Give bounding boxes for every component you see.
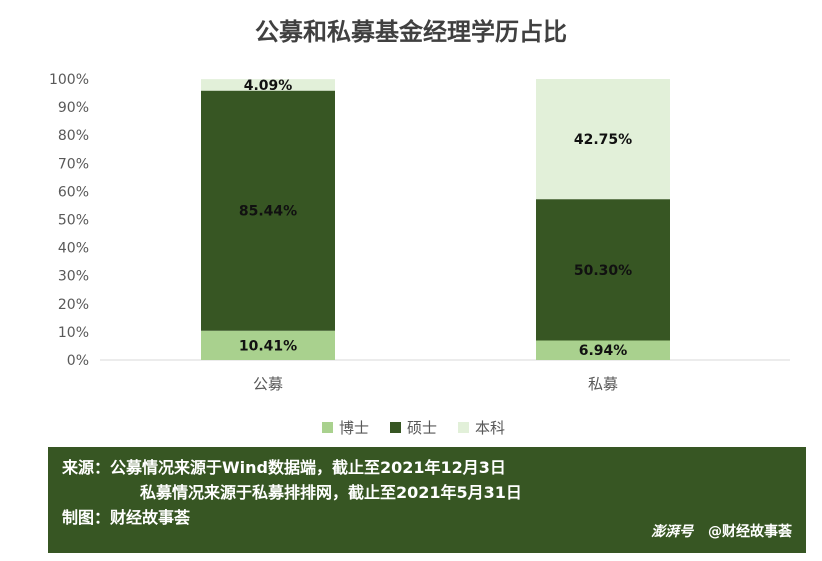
- legend-swatch: [458, 422, 469, 433]
- x-category-label: 公募: [253, 375, 283, 393]
- source-line-public: 来源：公募情况来源于Wind数据端，截止至2021年12月3日: [62, 458, 506, 477]
- data-label: 50.30%: [574, 263, 632, 279]
- bar-segment: [201, 330, 335, 360]
- y-tick-label: 60%: [58, 184, 89, 200]
- x-category-label: 私募: [588, 375, 618, 393]
- y-tick-label: 0%: [67, 353, 89, 369]
- data-label: 10.41%: [239, 338, 297, 354]
- bars: 10.41% 85.44% 4.09% 6.94% 50.30% 42.75%: [201, 78, 670, 360]
- chart-credit: 制图：财经故事荟: [62, 508, 191, 527]
- source-line-private: 私募情况来源于私募排排网，截止至2021年5月31日: [140, 483, 522, 502]
- bar-segment: [536, 340, 670, 360]
- watermark: 澎湃号 @财经故事荟: [651, 520, 792, 545]
- y-axis-ticks: 0% 10% 20% 30% 40% 50% 60% 70% 80% 90% 100%: [49, 72, 89, 369]
- data-label: 6.94%: [579, 343, 628, 359]
- watermark-brand: 澎湃号: [651, 524, 694, 540]
- legend-swatch: [322, 422, 333, 433]
- y-tick-label: 70%: [58, 156, 89, 172]
- chart: 公募和私募基金经理学历占比 0% 10% 20% 30% 40% 50% 60% 70% 80%…: [49, 18, 790, 437]
- bar-segment: [201, 79, 335, 91]
- legend-swatch: [390, 422, 401, 433]
- data-label: 42.75%: [574, 132, 632, 148]
- y-tick-label: 80%: [58, 128, 89, 144]
- y-tick-label: 40%: [58, 241, 89, 257]
- y-tick-label: 100%: [49, 72, 89, 88]
- legend-label: 本科: [475, 419, 505, 437]
- legend: 博士 硕士 本科: [322, 419, 505, 437]
- data-label: 85.44%: [239, 204, 297, 220]
- legend-label: 博士: [339, 419, 369, 437]
- y-tick-label: 90%: [58, 100, 89, 116]
- source-box: 来源：公募情况来源于Wind数据端，截止至2021年12月3日 私募情况来源于私…: [48, 447, 806, 553]
- chart-title: 公募和私募基金经理学历占比: [255, 18, 567, 46]
- bar-segment: [536, 199, 670, 341]
- bar-segment: [536, 79, 670, 200]
- y-tick-label: 30%: [58, 269, 89, 285]
- y-tick-label: 10%: [58, 325, 89, 341]
- category-labels: 公募 私募: [253, 375, 618, 393]
- legend-label: 硕士: [407, 419, 437, 437]
- bar-segment: [201, 90, 335, 331]
- y-tick-label: 20%: [58, 297, 89, 313]
- y-tick-label: 50%: [58, 213, 89, 229]
- data-label: 4.09%: [244, 78, 293, 94]
- watermark-author: @财经故事荟: [708, 524, 792, 540]
